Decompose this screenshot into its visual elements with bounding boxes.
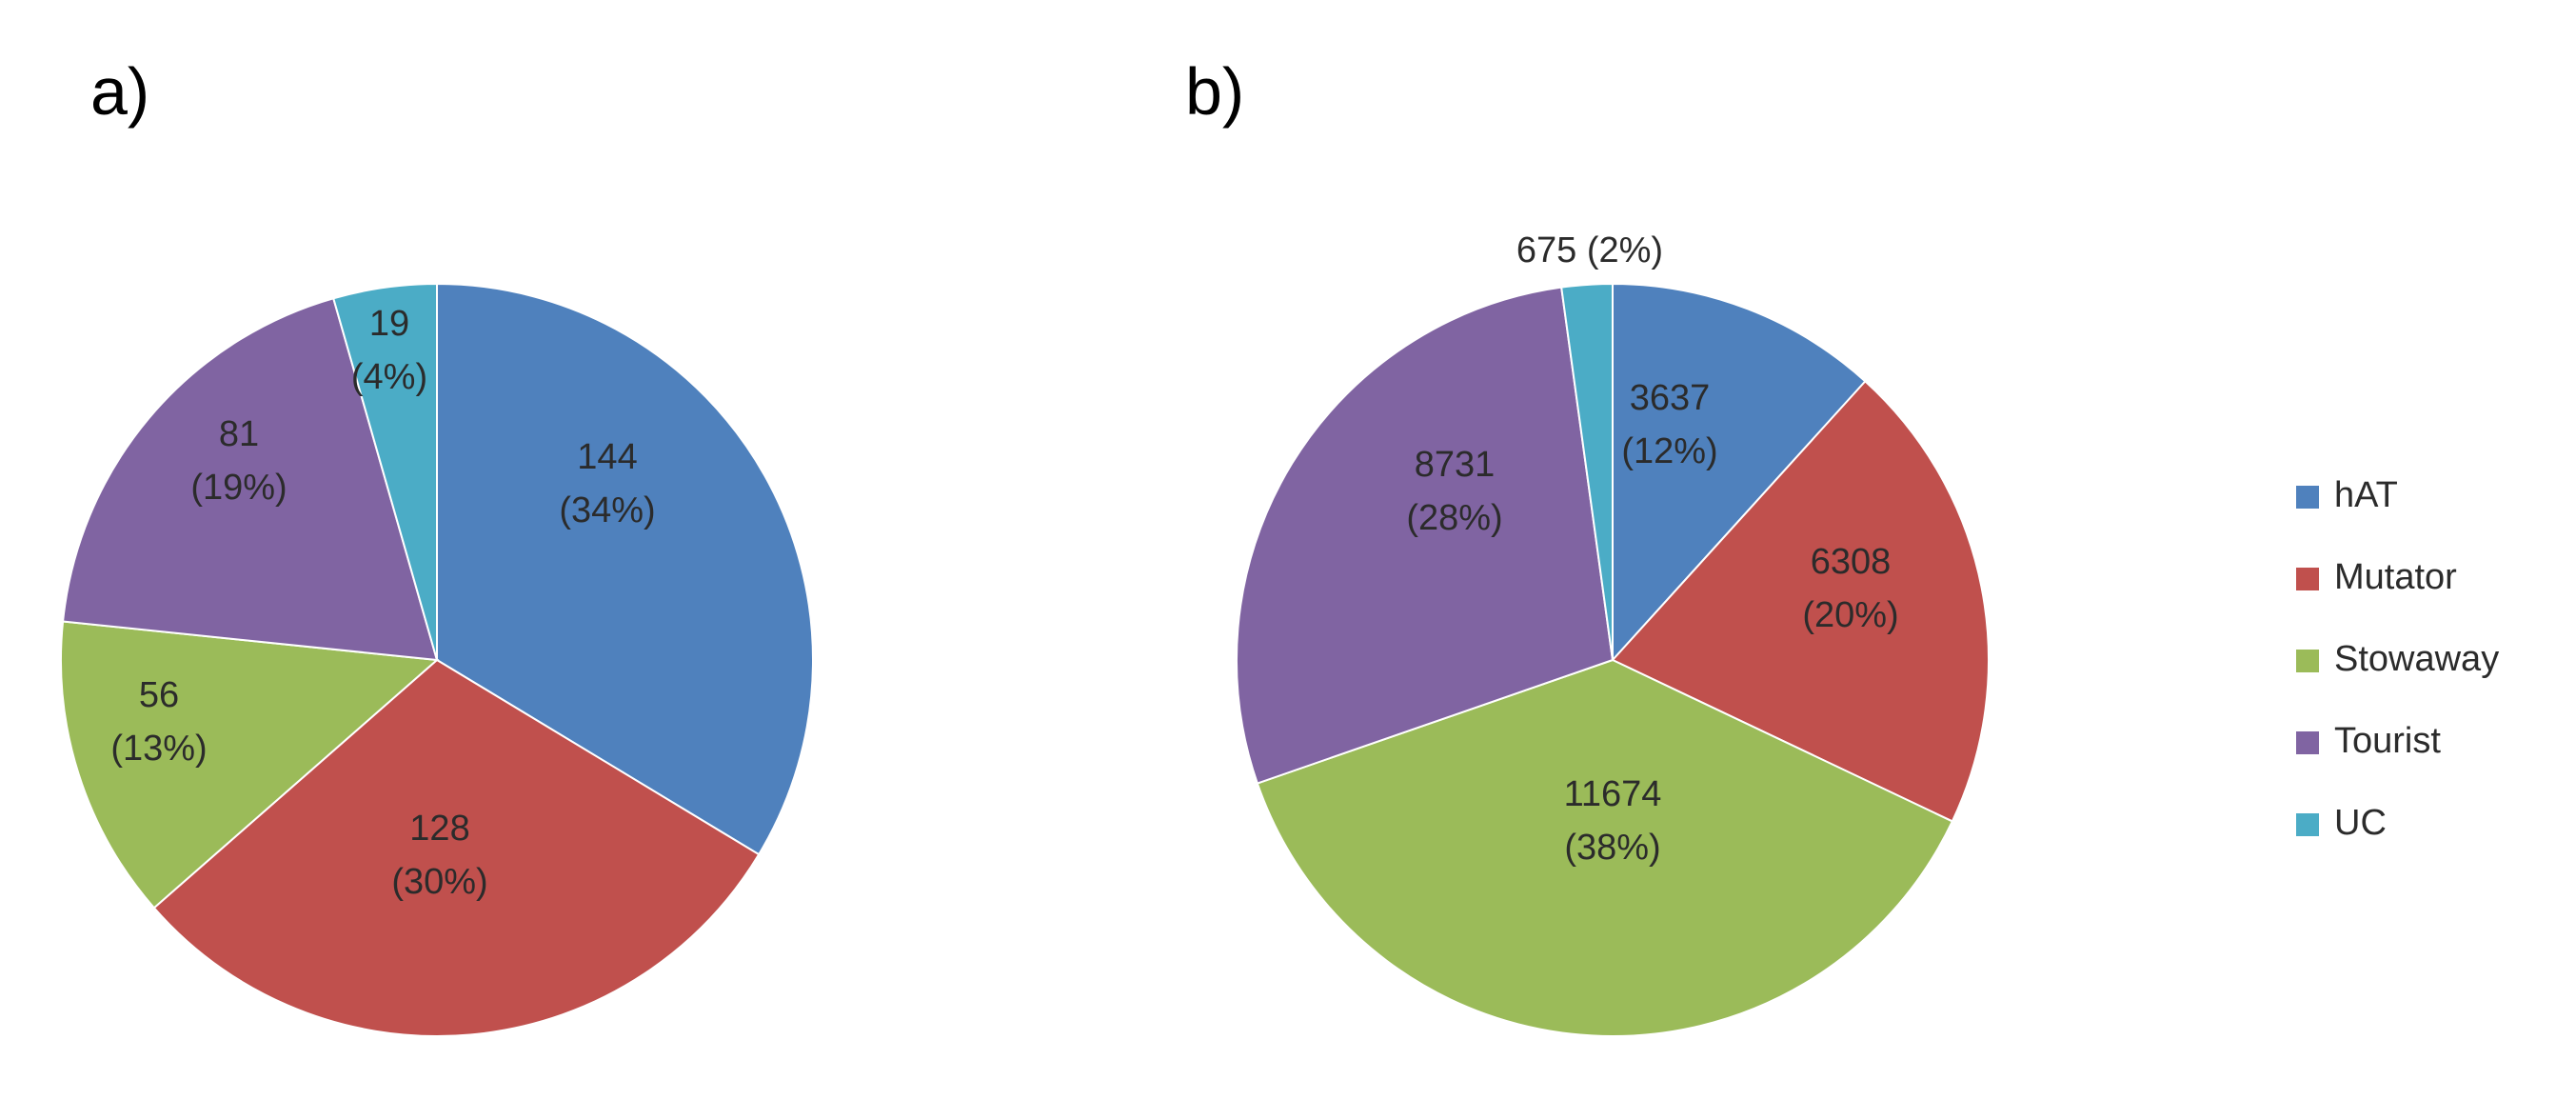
data-label-tourist-value: 81 bbox=[219, 414, 259, 454]
legend-swatch-hat bbox=[2296, 486, 2319, 509]
pie-chart-a: 144 (34%) 128 (30%) 56 (13%) 81 (19%) 19 (4%) bbox=[60, 282, 814, 1037]
pie-slice-hat bbox=[1612, 282, 1867, 663]
legend-label-uc: UC bbox=[2334, 803, 2387, 843]
legend-label-tourist: Tourist bbox=[2334, 721, 2441, 761]
data-label-stowaway-percent: (38%) bbox=[1564, 828, 1660, 868]
data-label-uc-value: 675 (2%) bbox=[1516, 230, 1663, 270]
data-label-stowaway-percent: (13%) bbox=[110, 729, 207, 769]
data-label-hat-value: 144 bbox=[577, 437, 637, 477]
data-label-uc-value: 19 bbox=[369, 304, 409, 344]
data-label-mutator-value: 128 bbox=[409, 809, 469, 849]
pie-slice-stowaway bbox=[60, 620, 440, 910]
legend-label-hat: hAT bbox=[2334, 475, 2398, 515]
data-label-hat-value: 3637 bbox=[1630, 378, 1711, 418]
panel-a-letter: a) bbox=[90, 54, 149, 129]
pie-slice-uc bbox=[332, 282, 438, 661]
legend-swatch-uc bbox=[2296, 813, 2319, 836]
pie-slice-hat bbox=[436, 282, 814, 856]
data-label-mutator-percent: (20%) bbox=[1802, 595, 1898, 635]
legend-label-stowaway: Stowaway bbox=[2334, 639, 2499, 679]
data-label-tourist-value: 8731 bbox=[1415, 445, 1496, 485]
legend: hAT Mutator Stowaway Tourist UC bbox=[2296, 475, 2499, 843]
pie-slice-mutator bbox=[152, 658, 761, 1037]
pie-slice-mutator bbox=[1611, 379, 1990, 823]
pie-slice-uc bbox=[1560, 282, 1614, 661]
data-label-uc-percent: (4%) bbox=[351, 357, 427, 397]
data-label-stowaway-value: 11674 bbox=[1564, 774, 1662, 814]
pie-chart-b: 3637 (12%) 6308 (20%) 11674 (38%) 8731 (28%) 675… bbox=[1236, 230, 1990, 1037]
panel-b-letter: b) bbox=[1185, 54, 1244, 129]
legend-swatch-tourist bbox=[2296, 731, 2319, 754]
data-label-mutator-percent: (30%) bbox=[391, 862, 487, 902]
data-label-hat-percent: (12%) bbox=[1621, 431, 1717, 471]
legend-swatch-stowaway bbox=[2296, 650, 2319, 672]
legend-swatch-mutator bbox=[2296, 568, 2319, 590]
data-label-hat-percent: (34%) bbox=[559, 490, 655, 530]
data-label-tourist-percent: (28%) bbox=[1406, 498, 1502, 538]
pie-slice-tourist bbox=[1236, 286, 1615, 785]
pie-slice-tourist bbox=[61, 297, 439, 662]
legend-label-mutator: Mutator bbox=[2334, 557, 2457, 597]
pie-slice-stowaway bbox=[1256, 658, 1954, 1037]
data-label-stowaway-value: 56 bbox=[139, 675, 179, 715]
data-label-mutator-value: 6308 bbox=[1811, 542, 1892, 582]
data-label-tourist-percent: (19%) bbox=[190, 468, 287, 508]
